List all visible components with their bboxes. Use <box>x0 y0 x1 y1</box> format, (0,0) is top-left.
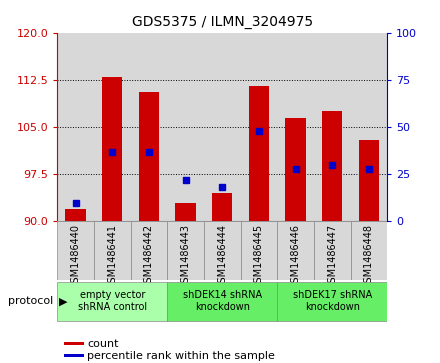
Bar <box>351 221 387 280</box>
Text: shDEK17 shRNA
knockdown: shDEK17 shRNA knockdown <box>293 290 372 312</box>
Text: shDEK14 shRNA
knockdown: shDEK14 shRNA knockdown <box>183 290 262 312</box>
Bar <box>167 221 204 280</box>
Bar <box>64 342 84 345</box>
Bar <box>57 221 94 280</box>
Bar <box>277 282 387 321</box>
Bar <box>351 33 387 221</box>
Text: empty vector
shRNA control: empty vector shRNA control <box>77 290 147 312</box>
Bar <box>286 118 306 221</box>
Text: GSM1486441: GSM1486441 <box>107 224 117 289</box>
Bar <box>167 33 204 221</box>
Text: count: count <box>87 339 118 348</box>
Bar <box>102 77 122 221</box>
Bar <box>66 209 86 221</box>
Bar <box>94 221 131 280</box>
Bar <box>249 86 269 221</box>
Text: protocol: protocol <box>7 296 53 306</box>
Bar <box>277 221 314 280</box>
Text: ▶: ▶ <box>59 296 68 306</box>
Bar <box>139 93 159 221</box>
Bar <box>241 33 277 221</box>
Bar <box>131 221 167 280</box>
Bar <box>204 33 241 221</box>
Text: GSM1486442: GSM1486442 <box>144 224 154 289</box>
Bar <box>204 221 241 280</box>
Bar <box>57 282 167 321</box>
Text: GSM1486440: GSM1486440 <box>70 224 81 289</box>
Bar <box>314 221 351 280</box>
Bar <box>57 33 94 221</box>
Text: GSM1486444: GSM1486444 <box>217 224 227 289</box>
Bar <box>314 33 351 221</box>
Bar <box>64 354 84 357</box>
Bar <box>277 33 314 221</box>
Bar <box>131 33 167 221</box>
Text: GSM1486443: GSM1486443 <box>180 224 191 289</box>
Text: GSM1486445: GSM1486445 <box>254 224 264 289</box>
Bar <box>212 193 232 221</box>
Text: GSM1486447: GSM1486447 <box>327 224 337 289</box>
Bar <box>176 203 196 221</box>
Text: percentile rank within the sample: percentile rank within the sample <box>87 351 275 360</box>
Text: GSM1486448: GSM1486448 <box>364 224 374 289</box>
Bar <box>359 140 379 221</box>
Bar <box>322 111 342 221</box>
Bar <box>94 33 131 221</box>
Bar <box>241 221 277 280</box>
Text: GSM1486446: GSM1486446 <box>290 224 301 289</box>
Title: GDS5375 / ILMN_3204975: GDS5375 / ILMN_3204975 <box>132 15 313 29</box>
Bar <box>167 282 277 321</box>
